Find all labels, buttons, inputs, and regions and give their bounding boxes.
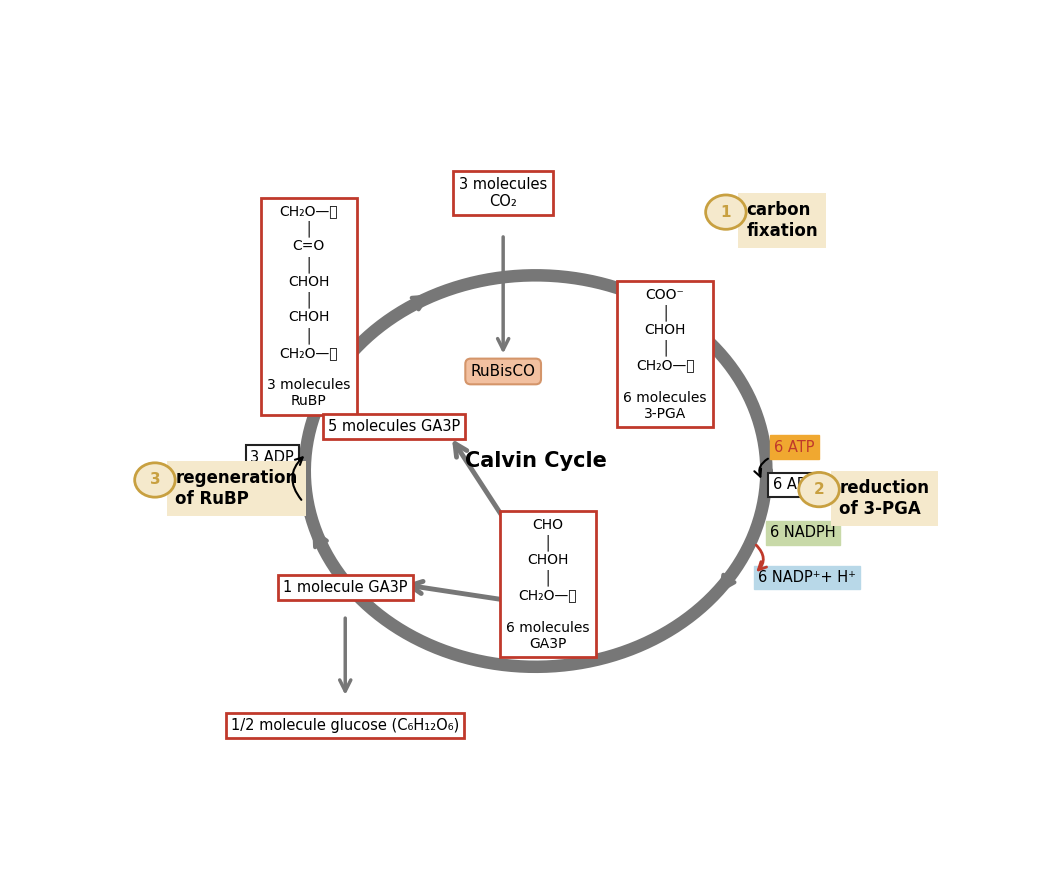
Text: 6 ATP: 6 ATP [774,440,815,455]
Text: 1: 1 [721,204,732,219]
Text: regeneration
of RuBP: regeneration of RuBP [176,469,298,508]
Text: 5 molecules GA3P: 5 molecules GA3P [328,419,460,434]
Text: 6 ADP: 6 ADP [773,477,816,492]
Text: 1/2 molecule glucose (C₆H₁₂O₆): 1/2 molecule glucose (C₆H₁₂O₆) [231,718,460,732]
Circle shape [798,473,839,507]
Circle shape [135,463,176,497]
Text: COO⁻
│
CHOH
│
CH₂O—Ⓟ

6 molecules
3-PGA: COO⁻ │ CHOH │ CH₂O—Ⓟ 6 molecules 3-PGA [624,287,706,421]
Text: CHO
│
CHOH
│
CH₂O—Ⓟ

6 molecules
GA3P: CHO │ CHOH │ CH₂O—Ⓟ 6 molecules GA3P [506,517,589,651]
Text: 3 ADP: 3 ADP [251,450,295,465]
Text: 6 NADP⁺+ H⁺: 6 NADP⁺+ H⁺ [758,570,856,585]
Text: 2: 2 [814,482,825,497]
Text: carbon
fixation: carbon fixation [746,201,818,240]
Circle shape [705,195,746,229]
Text: 3: 3 [149,473,160,488]
Text: CH₂O—Ⓟ
│
C=O
│
CHOH
│
CHOH
│
CH₂O—Ⓟ

3 molecules
RuBP: CH₂O—Ⓟ │ C=O │ CHOH │ CHOH │ CH₂O—Ⓟ 3 mo… [268,204,350,409]
Text: 3 ATP: 3 ATP [252,488,293,502]
Text: reduction
of 3-PGA: reduction of 3-PGA [839,479,929,518]
Text: 3 molecules
CO₂: 3 molecules CO₂ [459,177,548,209]
Text: 1 molecule GA3P: 1 molecule GA3P [283,581,408,595]
Text: 6 NADPH: 6 NADPH [770,525,836,541]
Text: RuBisCO: RuBisCO [470,364,536,379]
Text: Calvin Cycle: Calvin Cycle [465,450,606,471]
